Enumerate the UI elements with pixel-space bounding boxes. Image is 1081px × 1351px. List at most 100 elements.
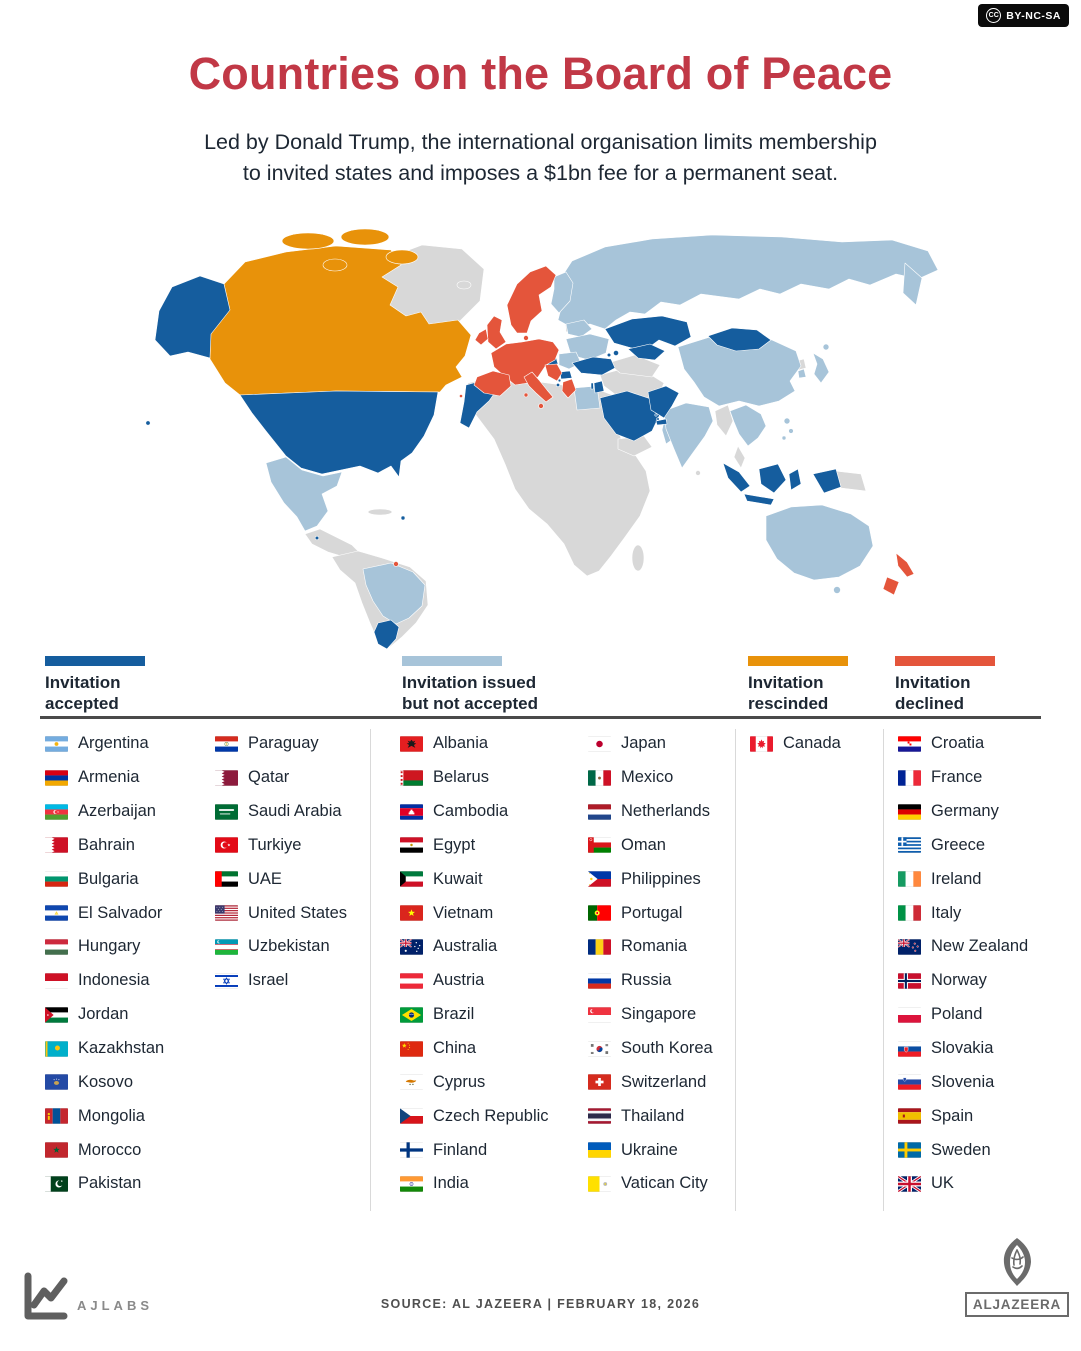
- country-name: Armenia: [78, 768, 140, 787]
- country-name: Kuwait: [433, 869, 483, 888]
- flag-kosovo-icon: [45, 1074, 68, 1091]
- aljazeera-wordmark: ALJAZEERA: [964, 1292, 1070, 1317]
- country-name: UK: [931, 1174, 954, 1193]
- flag-cyprus-icon: [400, 1074, 423, 1091]
- country-name: New Zealand: [931, 937, 1029, 956]
- legend-label-issued-line-2: but not accepted: [402, 693, 539, 713]
- country-row: Portugal: [588, 896, 713, 930]
- flag-uk-icon: [898, 1175, 921, 1192]
- country-name: Pakistan: [78, 1174, 142, 1193]
- map-region-kamchatka: [902, 262, 923, 306]
- map-regions-rescinded: [206, 228, 472, 396]
- country-name: Paraguay: [248, 734, 319, 753]
- legend-label-rescinded-line-1: Invitation: [748, 673, 824, 692]
- country-name: Ukraine: [621, 1140, 678, 1159]
- flag-china-icon: [400, 1040, 423, 1057]
- map-region-myanmar: [714, 404, 734, 437]
- subtitle-line-1: Led by Donald Trump, the international o…: [204, 130, 877, 154]
- map-region-turkiye: [571, 356, 616, 376]
- map-region-caribbean: [367, 508, 393, 516]
- flag-norway-icon: [898, 973, 921, 989]
- legend-label-declined-line-1: Invitation: [895, 673, 971, 692]
- map-region-sicily: [538, 403, 544, 409]
- country-name: France: [931, 768, 983, 787]
- flag-portugal-icon: [588, 905, 611, 921]
- country-name: Qatar: [248, 768, 290, 787]
- legend-group-declined: Invitation declined: [895, 656, 1081, 714]
- country-name: Cambodia: [433, 802, 509, 821]
- column-divider-3: [883, 729, 884, 1211]
- legend-group-issued: Invitation issued but not accepted: [402, 656, 602, 714]
- map-region-sumatra: [722, 462, 751, 493]
- country-row: Albania: [400, 727, 549, 761]
- country-name: Bahrain: [78, 835, 135, 854]
- flag-slovakia-icon: [898, 1040, 921, 1057]
- country-name: Vatican City: [621, 1174, 708, 1193]
- country-row: UAE: [215, 862, 347, 896]
- flag-finland-icon: [400, 1142, 423, 1158]
- country-row: Austria: [400, 964, 549, 998]
- country-row: Uzbekistan: [215, 930, 347, 964]
- map-region-new-zealand-south: [882, 576, 900, 596]
- country-row: Slovakia: [898, 1032, 1028, 1066]
- country-name: Finland: [433, 1140, 488, 1159]
- country-name: United States: [248, 903, 348, 922]
- map-region-greece: [561, 378, 577, 399]
- flag-armenia-icon: [45, 770, 68, 786]
- country-name: Saudi Arabia: [248, 802, 342, 821]
- cc-icon: CC: [986, 8, 1002, 23]
- country-name: India: [433, 1174, 469, 1193]
- subtitle-line-2: to invited states and imposes a $1bn fee…: [242, 161, 839, 185]
- country-row: Turkiye: [215, 829, 347, 863]
- legend-swatch-accepted: [45, 656, 145, 666]
- country-name: Albania: [433, 734, 489, 753]
- map-region-madagascar: [631, 544, 645, 572]
- column-divider-2: [735, 729, 736, 1211]
- country-name: Portugal: [621, 903, 683, 922]
- country-row: Kuwait: [400, 862, 549, 896]
- map-region-canada-arctic-4: [322, 258, 348, 272]
- country-name: Austria: [433, 971, 485, 990]
- country-row: France: [898, 761, 1028, 795]
- flag-argentina-icon: [45, 736, 68, 752]
- map-region-denmark: [523, 335, 529, 341]
- flag-oman-icon: [588, 837, 611, 854]
- country-column-declined-1: Croatia France Germany Greece Ireland Italy N…: [898, 727, 1028, 1201]
- country-row: Pakistan: [45, 1167, 164, 1201]
- country-row: Czech Republic: [400, 1099, 549, 1133]
- column-divider-1: [370, 729, 371, 1211]
- country-row: Philippines: [588, 862, 713, 896]
- country-name: Sweden: [931, 1140, 991, 1159]
- country-row: Bahrain: [45, 829, 164, 863]
- flag-southkorea-icon: [588, 1040, 611, 1057]
- map-region-iberia: [473, 370, 512, 397]
- country-name: Uzbekistan: [248, 937, 330, 956]
- country-row: Romania: [588, 930, 713, 964]
- country-name: Italy: [931, 903, 962, 922]
- country-row: Israel: [215, 964, 347, 998]
- flag-australia-icon: [400, 938, 423, 955]
- flag-croatia-icon: [898, 736, 921, 752]
- map-region-egypt: [573, 385, 601, 411]
- legend-swatch-rescinded: [748, 656, 848, 666]
- map-region-indochina: [729, 404, 767, 447]
- map-region-finland: [550, 271, 574, 314]
- flag-paraguay-icon: [215, 736, 238, 752]
- country-name: Australia: [433, 937, 498, 956]
- flag-italy-icon: [898, 905, 921, 921]
- map-region-malaysia: [733, 445, 746, 469]
- aljazeera-logo: ALJAZEERA: [964, 1236, 1070, 1317]
- map-region-uzbekistan: [627, 343, 666, 361]
- country-row: Kazakhstan: [45, 1032, 164, 1066]
- flag-singapore-icon: [588, 1007, 611, 1023]
- flag-kazakhstan-icon: [45, 1040, 68, 1057]
- country-name: Argentina: [78, 734, 149, 753]
- ajlabs-label: AJLABS: [77, 1298, 154, 1313]
- flag-albania-icon: [400, 736, 423, 752]
- country-column-rescinded-1: Canada: [750, 727, 841, 761]
- country-row: Bulgaria: [45, 862, 164, 896]
- ajlabs-logo: AJLABS: [22, 1272, 153, 1322]
- legend-label-issued-line-1: Invitation issued: [402, 673, 537, 692]
- country-row: Brazil: [400, 998, 549, 1032]
- country-name: UAE: [248, 869, 282, 888]
